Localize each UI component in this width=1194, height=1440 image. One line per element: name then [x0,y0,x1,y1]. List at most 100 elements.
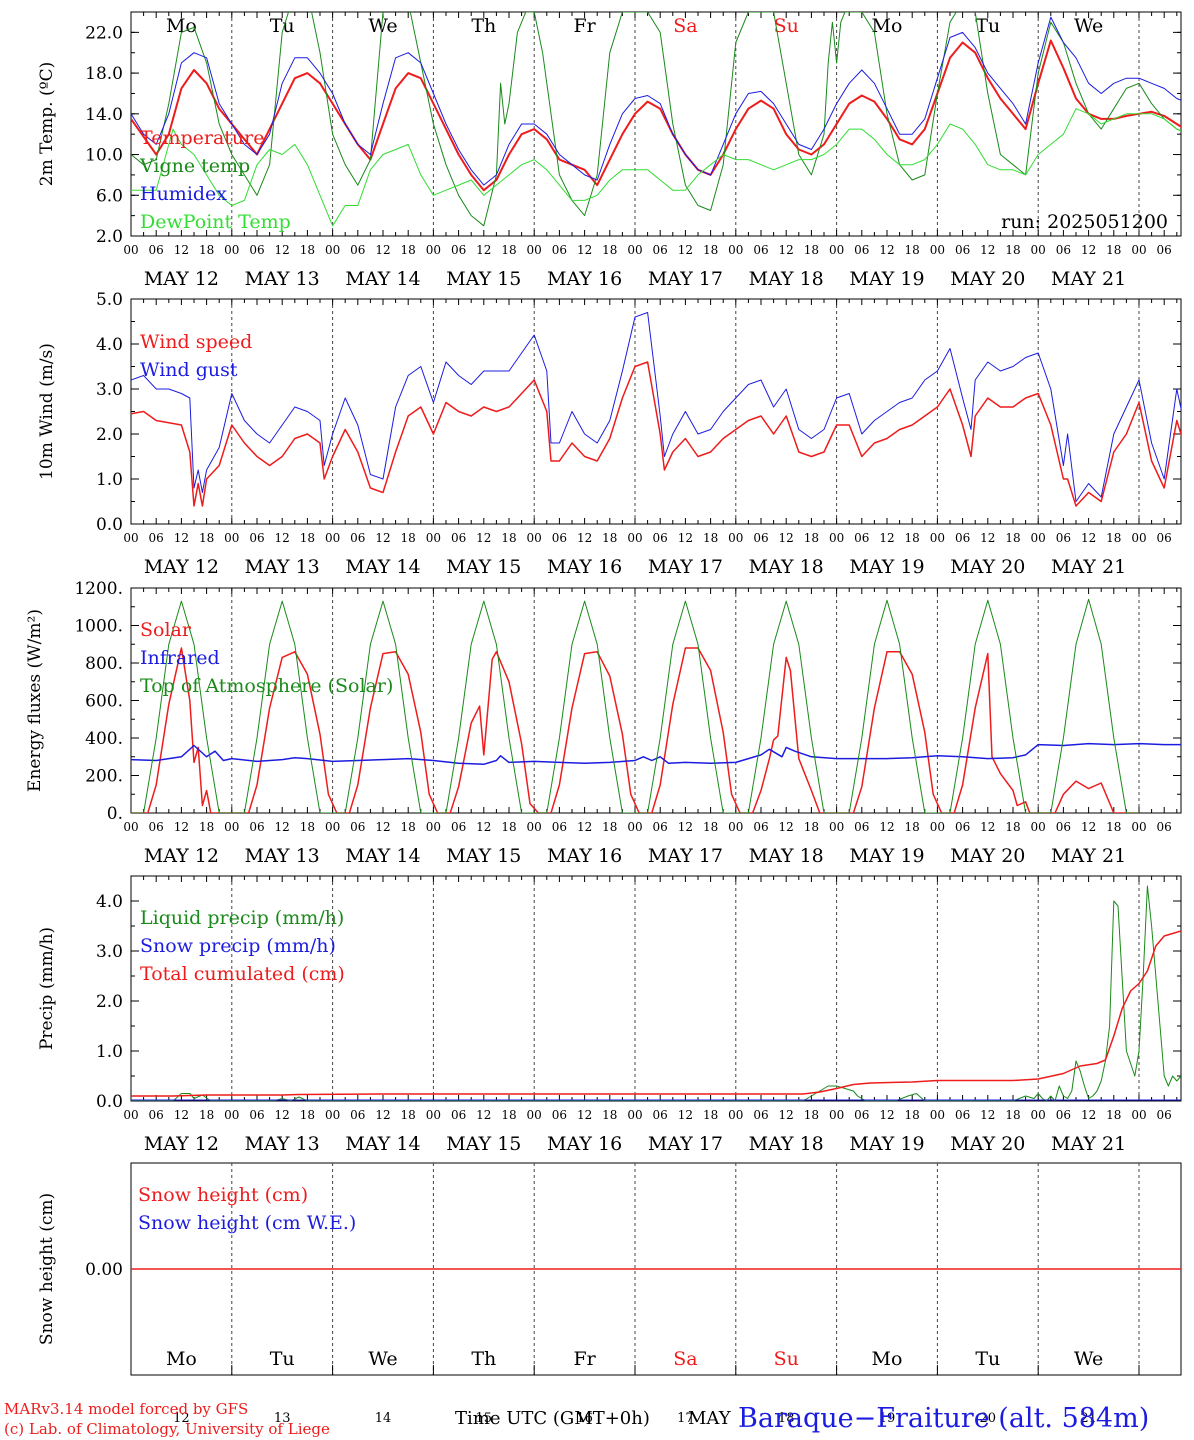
temp-weekday-label: We [368,15,397,37]
energy-hour-label: 12 [275,820,290,834]
temp-hour-label: 06 [149,243,164,257]
wind-hour-label: 00 [1031,531,1046,545]
energy-hour-label: 18 [703,820,718,834]
precip-legend-0: Liquid precip (mm/h) [140,907,344,929]
temp-ylabel: 2m Temp. (ºC) [37,62,57,187]
temp-ytick-label: 10.0 [85,146,123,166]
energy-series-group [131,598,1181,813]
precip-hour-label: 12 [275,1108,290,1122]
lab-credit: (c) Lab. of Climatology, University of L… [4,1420,330,1438]
precip-date-label: MAY 19 [849,1133,924,1155]
wind-hour-label: 12 [577,531,592,545]
energy-ytick-label: 1000. [74,617,123,637]
precip-hour-label: 00 [930,1108,945,1122]
snow-weekday-label: Th [471,1348,496,1370]
precip-hour-label: 12 [476,1108,491,1122]
snow-weekday-label: Fr [573,1348,596,1370]
energy-date-label: MAY 15 [446,845,521,867]
energy-ytick-label: 1200. [74,579,123,599]
temp-hour-label: 06 [753,243,768,257]
precip-hour-label: 00 [728,1108,743,1122]
energy-hour-label: 06 [149,820,164,834]
energy-hour-label: 06 [552,820,567,834]
snow-weekday-label: Mo [872,1348,903,1370]
wind-hour-label: 00 [930,531,945,545]
precip-hour-label: 06 [1157,1108,1172,1122]
wind-hour-label: 06 [653,531,668,545]
energy-ytick-label: 600. [85,692,123,712]
wind-hour-label: 18 [300,531,315,545]
precip-ytick-label: 3.0 [96,942,123,962]
run-label: run: 2025051200 [1001,211,1168,233]
temp-legend-1: Vigne temp [139,155,250,177]
precip-hour-label: 18 [300,1108,315,1122]
precip-panel: 0.0 1.0 2.0 3.0 4.0 Precip (mm/h) 00 06 12 18 00 06… [37,875,1182,1155]
temp-hour-label: 12 [879,243,894,257]
wind-date-label: MAY 17 [648,556,723,578]
precip-hour-label: 06 [149,1108,164,1122]
wind-series-1 [131,312,1181,502]
temp-hour-label: 00 [627,243,642,257]
energy-ylabel: Energy fluxes (W/m²) [25,609,45,792]
wind-hour-label: 18 [401,531,416,545]
energy-date-label: MAY 19 [849,845,924,867]
temp-date-label: MAY 13 [245,268,320,290]
precip-hour-label: 18 [501,1108,516,1122]
energy-hour-label: 00 [224,820,239,834]
energy-hour-label: 18 [1005,820,1020,834]
wind-hour-label: 06 [1056,531,1071,545]
energy-hour-label: 00 [325,820,340,834]
temp-hour-label: 00 [1131,243,1146,257]
energy-date-label: MAY 18 [749,845,824,867]
precip-date-label: MAY 12 [144,1133,219,1155]
snow-weekday-label: We [1074,1348,1103,1370]
energy-hour-label: 06 [249,820,264,834]
precip-hour-label: 00 [627,1108,642,1122]
energy-hour-label: 06 [1157,820,1172,834]
wind-ytick-label: 1.0 [96,470,123,490]
temp-date-label: MAY 15 [446,268,521,290]
precip-hour-label: 06 [653,1108,668,1122]
energy-hour-label: 18 [300,820,315,834]
temp-hour-label: 06 [249,243,264,257]
energy-ytick-label: 800. [85,654,123,674]
snow-weekday-label: Mo [166,1348,197,1370]
energy-hour-label: 18 [602,820,617,834]
precip-hour-label: 06 [1056,1108,1071,1122]
precip-date-label: MAY 14 [345,1133,420,1155]
energy-legend-2: Top of Atmosphere (Solar) [140,675,393,697]
temp-date-label: MAY 14 [345,268,420,290]
temp-hour-label: 06 [854,243,869,257]
precip-date-label: MAY 17 [648,1133,723,1155]
temp-hour-label: 00 [728,243,743,257]
temp-date-label: MAY 16 [547,268,622,290]
temp-hour-label: 18 [199,243,214,257]
energy-hour-label: 12 [1081,820,1096,834]
temp-hour-label: 00 [829,243,844,257]
energy-date-label: MAY 16 [547,845,622,867]
precip-hour-label: 06 [350,1108,365,1122]
precip-hour-label: 12 [879,1108,894,1122]
temp-hour-label: 00 [930,243,945,257]
wind-hour-label: 00 [426,531,441,545]
wind-hour-label: 06 [249,531,264,545]
temp-frame [130,11,1182,237]
precip-date-label: MAY 16 [547,1133,622,1155]
energy-ytick-label: 0. [107,804,123,824]
temp-hour-label: 12 [375,243,390,257]
wind-hour-label: 12 [174,531,189,545]
precip-hour-label: 00 [1031,1108,1046,1122]
energy-hour-label: 00 [728,820,743,834]
wind-hour-label: 06 [451,531,466,545]
temp-series-group [131,12,1181,227]
energy-hour-label: 00 [829,820,844,834]
wind-date-label: MAY 21 [1051,556,1126,578]
precip-ytick-label: 0.0 [96,1092,123,1112]
energy-legend-0: Solar [140,619,192,641]
precip-hour-label: 18 [905,1108,920,1122]
precip-hour-label: 18 [1005,1108,1020,1122]
temp-series-0 [131,39,1181,192]
temp-weekday-label: Mo [166,15,197,37]
temp-hour-label: 06 [451,243,466,257]
